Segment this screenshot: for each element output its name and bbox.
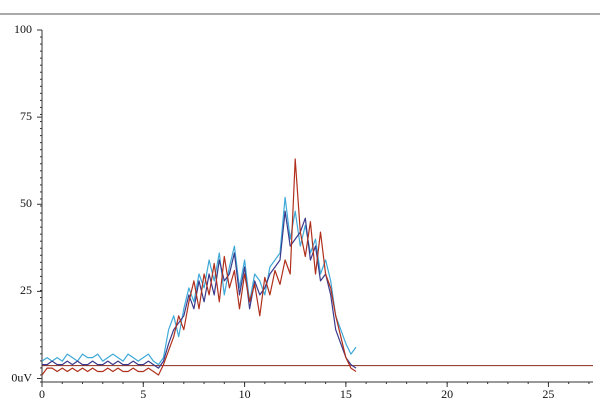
y-tick-label: 0uV (11, 370, 32, 384)
y-tick-label: 75 (20, 109, 32, 123)
series-line (41, 158, 357, 376)
series-line (41, 196, 357, 366)
x-tick-label: 20 (441, 387, 453, 401)
x-tick-label: 0 (39, 387, 45, 401)
x-tick-label: 25 (542, 387, 554, 401)
x-tick-label: 5 (140, 387, 146, 401)
x-tick-label: 15 (340, 387, 352, 401)
x-tick-label: 10 (239, 387, 251, 401)
y-tick-label: 25 (20, 283, 32, 297)
y-tick-label: 50 (20, 196, 32, 210)
y-tick-label: 100 (14, 22, 32, 36)
series-line (42, 210, 357, 369)
